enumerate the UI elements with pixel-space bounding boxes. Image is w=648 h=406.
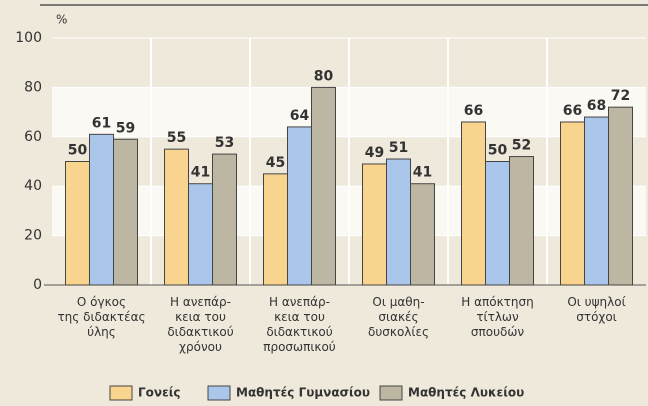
y-tick-label: 80 (24, 79, 42, 95)
value-label: 80 (314, 68, 334, 84)
x-tick-label-line: σιακές (378, 310, 418, 324)
bar (608, 106, 633, 286)
value-label: 51 (389, 140, 408, 156)
x-tick-label-line: τίτλων (476, 310, 519, 324)
x-tick-label-line: διδακτικού (266, 325, 332, 339)
value-label: 72 (611, 88, 630, 104)
x-tick-label: Η ανεπάρ-κεια του διδακτικού προσωπικού (263, 295, 336, 354)
bar (386, 158, 411, 286)
bar (263, 173, 288, 286)
bar (509, 156, 534, 286)
x-tick-label-line: κεια του (274, 310, 325, 324)
bar (311, 86, 336, 286)
bar (362, 163, 387, 286)
y-tick-label: 20 (24, 228, 42, 244)
value-label: 66 (464, 103, 483, 119)
y-axis-label: % (56, 13, 67, 27)
x-tick-label-line: διδακτικού (167, 325, 233, 339)
x-tick-label-line: Η ανεπάρ- (269, 295, 330, 309)
bar (410, 183, 435, 286)
value-label: 52 (512, 138, 531, 154)
bar (287, 126, 312, 286)
bar (584, 116, 609, 286)
y-tick-label: 0 (33, 277, 42, 293)
x-tick-label-line: κεια του (175, 310, 226, 324)
value-label: 45 (266, 155, 285, 171)
x-tick-label: Ο όγκος της διδακτέας ύλης (57, 295, 145, 339)
bar (113, 138, 138, 286)
x-tick-label-line: Οι μαθη- (372, 295, 424, 309)
x-tick-label-line: προσωπικού (263, 340, 336, 354)
y-tick-label: 60 (24, 129, 42, 145)
bar (188, 183, 213, 286)
x-tick-label: Οι υψηλοί στόχοι (567, 295, 625, 324)
value-label: 59 (116, 120, 135, 136)
value-label: 55 (167, 130, 186, 146)
x-tick-label: Η απόκτηση τίτλων σπουδών (461, 295, 533, 339)
x-tick-label-line: δυσκολίες (368, 325, 429, 339)
value-label: 68 (587, 98, 606, 114)
x-tick-label-line: της διδακτέας (57, 310, 145, 324)
x-tick-label-line: Η ανεπάρ- (170, 295, 231, 309)
x-tick-label-line: σπουδών (471, 325, 525, 339)
value-label: 50 (68, 143, 88, 159)
x-tick-label-line: Οι υψηλοί (567, 295, 625, 309)
x-tick-label-line: στόχοι (576, 310, 617, 324)
legend-label: Μαθητές Λυκείου (408, 386, 524, 400)
legend-label: Γονείς (138, 386, 181, 400)
value-label: 41 (191, 165, 210, 181)
value-label: 61 (92, 115, 111, 131)
value-label: 41 (413, 165, 432, 181)
x-tick-label-line: Η απόκτηση (461, 295, 533, 309)
value-label: 50 (488, 143, 508, 159)
value-label: 49 (365, 145, 384, 161)
bar (164, 148, 189, 286)
legend-swatch (379, 385, 403, 401)
x-tick-label: Η ανεπάρ-κεια του διδακτικού χρόνου (167, 295, 233, 354)
bar (89, 133, 114, 286)
x-tick-label-line: χρόνου (179, 340, 222, 354)
value-label: 53 (215, 135, 234, 151)
value-label: 64 (290, 108, 310, 124)
bar (485, 161, 510, 286)
bar (65, 161, 90, 286)
x-tick-label-line: Ο όγκος (77, 295, 126, 309)
x-tick-label: Οι μαθη-σιακές δυσκολίες (368, 295, 429, 339)
legend-swatch (109, 385, 133, 401)
bar (212, 153, 237, 286)
legend-swatch (207, 385, 231, 401)
bar (560, 121, 585, 286)
y-tick-label: 40 (24, 178, 42, 194)
y-tick-label: 100 (15, 30, 42, 46)
bar (461, 121, 486, 286)
x-tick-label-line: ύλης (87, 325, 116, 339)
legend-label: Μαθητές Γυμνασίου (236, 386, 370, 400)
value-label: 66 (563, 103, 582, 119)
